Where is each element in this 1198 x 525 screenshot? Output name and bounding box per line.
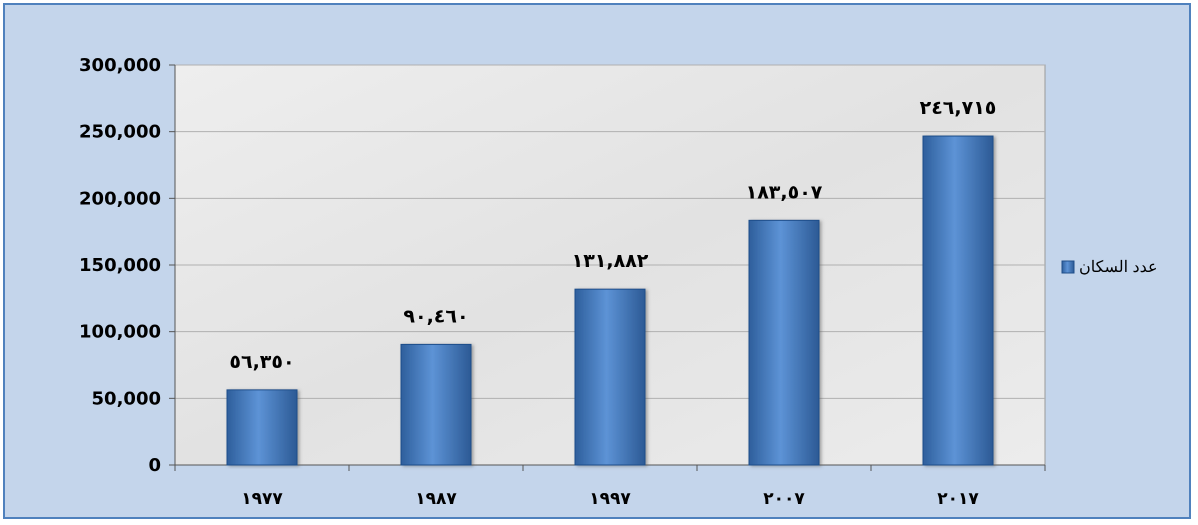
data-label: ٢٤٦,٧١٥: [920, 97, 997, 119]
bar: [226, 389, 298, 466]
y-tick-label: 0: [148, 455, 161, 476]
bar: [922, 135, 994, 466]
data-label: ١٨٣,٥٠٧: [746, 181, 823, 203]
legend: عدد السكان: [1061, 259, 1158, 276]
bar: [748, 219, 820, 466]
data-label: ٥٦,٣٥٠: [229, 351, 294, 373]
x-tick-label: ١٩٧٧: [241, 489, 283, 509]
x-tick-label: ٢٠٠٧: [763, 489, 805, 509]
bars: [226, 135, 994, 466]
y-tick-label: 250,000: [79, 122, 161, 143]
x-tick-label: ١٩٩٧: [589, 489, 631, 509]
y-tick-label: 150,000: [79, 255, 161, 276]
legend-label: عدد السكان: [1079, 259, 1158, 276]
legend-swatch: [1061, 260, 1075, 274]
y-tick-label: 100,000: [79, 322, 161, 343]
x-tick-label: ١٩٨٧: [415, 489, 457, 509]
x-tick-label: ٢٠١٧: [937, 489, 979, 509]
y-tick-label: 50,000: [92, 388, 161, 409]
y-tick-label: 200,000: [79, 188, 161, 209]
y-tick-label: 300,000: [79, 55, 161, 76]
gridlines: [175, 64, 1045, 399]
data-label: ١٣١,٨٨٢: [572, 250, 649, 272]
labels: 0 50,000 100,000 150,000 200,000 250,000 300,0…: [79, 55, 997, 509]
bar: [574, 288, 646, 466]
chart-frame: 0 50,000 100,000 150,000 200,000 250,000 300,0…: [3, 3, 1191, 519]
bar: [400, 343, 472, 466]
bar-chart: 0 50,000 100,000 150,000 200,000 250,000 300,0…: [79, 55, 1158, 509]
data-label: ٩٠,٤٦٠: [403, 305, 468, 327]
